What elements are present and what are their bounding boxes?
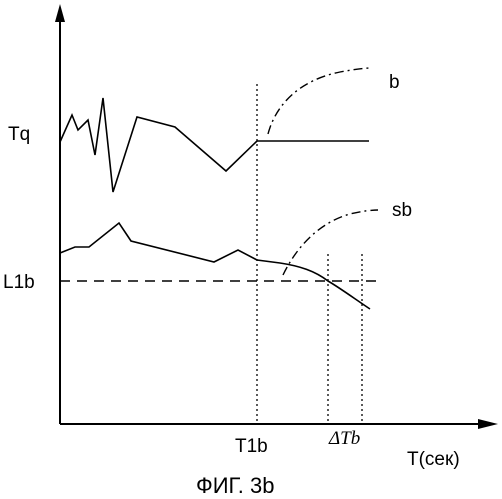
tq-signal-curve — [60, 98, 369, 192]
sb-projection-curve — [283, 210, 378, 275]
x-axis-label: T(сек) — [407, 449, 460, 470]
x-axis-arrow-icon — [478, 419, 498, 429]
sb-curve-label: sb — [392, 200, 412, 221]
b-projection-curve — [268, 68, 372, 134]
tq-label: Tq — [8, 124, 30, 145]
delta-tb-label: ΔTb — [328, 428, 360, 449]
t1b-label: T1b — [235, 436, 268, 457]
b-curve-label: b — [389, 72, 400, 93]
sb-signal-curve — [60, 223, 370, 309]
l1b-label: L1b — [3, 272, 35, 293]
y-axis-arrow-icon — [55, 4, 65, 22]
figure-caption: ФИГ. 3b — [196, 473, 274, 498]
